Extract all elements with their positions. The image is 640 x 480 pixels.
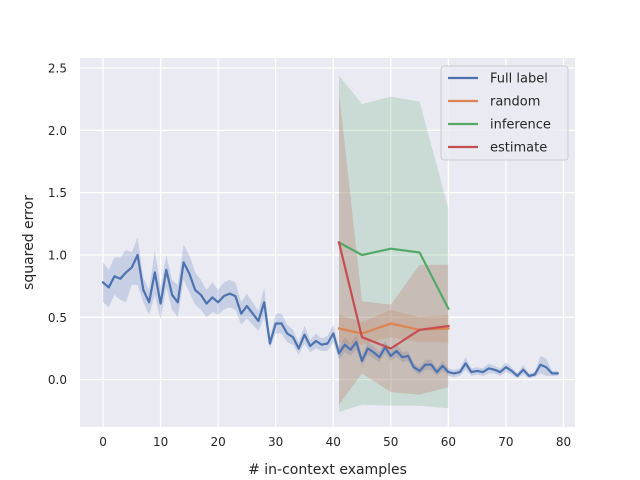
x-tick-label: 30 <box>268 435 283 449</box>
y-tick-label: 1.0 <box>48 248 67 262</box>
x-tick-label: 0 <box>99 435 107 449</box>
y-tick-labels: 0.0 0.5 1.0 1.5 2.0 2.5 <box>48 61 67 387</box>
x-tick-label: 40 <box>326 435 341 449</box>
x-axis-label: # in-context examples <box>248 462 407 478</box>
band-inference <box>339 75 449 412</box>
y-tick-label: 0.5 <box>48 311 67 325</box>
x-tick-label: 70 <box>498 435 513 449</box>
x-tick-label: 20 <box>210 435 225 449</box>
confidence-bands <box>103 75 558 412</box>
x-tick-labels: 0 10 20 30 40 50 60 70 80 <box>99 435 571 449</box>
legend-box <box>440 65 569 161</box>
series-lines <box>101 241 559 377</box>
line-inference <box>337 241 450 311</box>
y-tick-label: 1.5 <box>48 186 67 200</box>
y-tick-label: 2.5 <box>48 61 67 75</box>
legend: Full label random inference estimate <box>440 65 569 161</box>
band-random <box>339 309 449 345</box>
legend-label-full-label: Full label <box>490 72 548 87</box>
legend-label-random: random <box>490 95 540 110</box>
x-tick-label: 10 <box>153 435 168 449</box>
y-tick-label: 0.0 <box>48 373 67 387</box>
x-tick-label: 80 <box>556 435 571 449</box>
line-estimate <box>337 241 450 350</box>
x-tick-label: 50 <box>383 435 398 449</box>
line-full-label <box>101 253 559 377</box>
x-tick-label: 60 <box>441 435 456 449</box>
legend-label-inference: inference <box>490 118 551 133</box>
legend-label-estimate: estimate <box>490 141 547 156</box>
y-axis-label: squared error <box>21 195 37 290</box>
band-estimate <box>339 92 449 405</box>
y-tick-label: 2.0 <box>48 124 67 138</box>
